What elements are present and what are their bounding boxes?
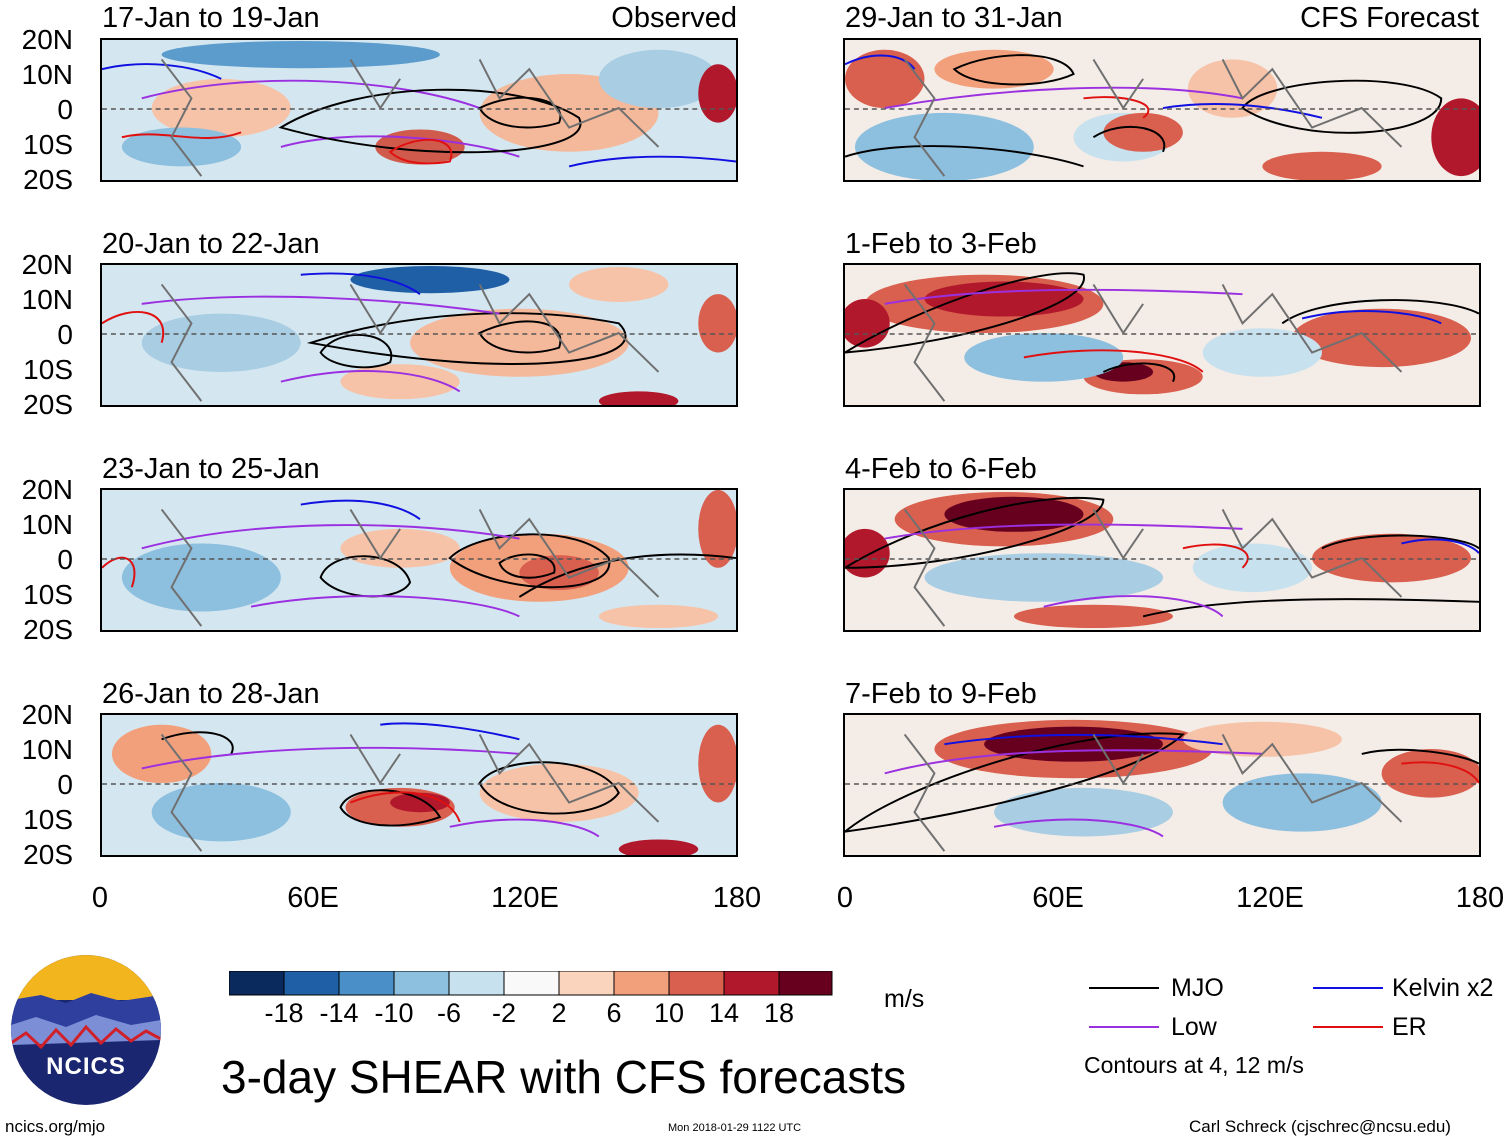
lon-label: 60E [1032, 882, 1084, 914]
lon-label: 120E [491, 882, 559, 914]
map-panel-1 [100, 38, 738, 182]
panel-8-title: 7-Feb to 9-Feb [845, 678, 1037, 710]
colorbar-label: 14 [708, 998, 740, 1028]
lon-label: 0 [836, 882, 854, 914]
colorbar-swatch [393, 971, 450, 996]
colorbar-label: 2 [551, 998, 567, 1028]
lat-label: 20N [21, 474, 73, 505]
panel-5-tag: CFS Forecast [1300, 2, 1479, 34]
lat-label: 20N [21, 249, 73, 280]
colorbar-swatch [448, 971, 505, 996]
colorbar-label: -6 [436, 998, 462, 1028]
colorbar-label: -18 [264, 998, 304, 1028]
lat-label: 20S [23, 839, 73, 870]
panel-5-title: 29-Jan to 31-Jan [845, 2, 1063, 34]
map-panel-8 [843, 713, 1481, 857]
contours-note: Contours at 4, 12 m/s [1084, 1052, 1304, 1078]
lat-label: 20S [23, 614, 73, 645]
legend-line-er [1313, 1026, 1383, 1028]
legend-line-kelvin [1313, 987, 1383, 989]
panel-6-title: 1-Feb to 3-Feb [845, 228, 1037, 260]
panel-1-tag: Observed [611, 2, 737, 34]
colorbar-label: 18 [763, 998, 795, 1028]
colorbar-swatch [778, 971, 833, 996]
legend-label-er: ER [1392, 1013, 1427, 1041]
lon-label: 180 [1455, 882, 1505, 914]
colorbar-swatch [283, 971, 340, 996]
lat-label: 10N [21, 284, 73, 315]
colorbar-label: -2 [491, 998, 517, 1028]
colorbar-swatch [229, 971, 285, 996]
lat-label: 10N [21, 509, 73, 540]
colorbar-label: 10 [653, 998, 685, 1028]
panel-2-title: 20-Jan to 22-Jan [102, 228, 320, 260]
lat-label: 20S [23, 164, 73, 195]
map-panel-5 [843, 38, 1481, 182]
colorbar-swatch [668, 971, 725, 996]
legend-label-mjo: MJO [1171, 974, 1224, 1002]
ncics-logo: NCICS [11, 955, 161, 1105]
lat-label: 0 [57, 319, 73, 350]
colorbar-swatch [723, 971, 780, 996]
colorbar [229, 971, 833, 996]
lat-label: 20S [23, 389, 73, 420]
colorbar-swatch [503, 971, 560, 996]
lon-label: 120E [1236, 882, 1304, 914]
lon-label: 0 [91, 882, 109, 914]
footer-credit: Carl Schreck (cjschrec@ncsu.edu) [1189, 1117, 1451, 1136]
lon-label: 60E [287, 882, 339, 914]
main-title: 3-day SHEAR with CFS forecasts [221, 1051, 907, 1103]
logo-text: NCICS [46, 1053, 126, 1080]
lat-label: 10S [23, 804, 73, 835]
colorbar-label: -10 [374, 998, 414, 1028]
panel-1-title: 17-Jan to 19-Jan [102, 2, 320, 34]
lat-label: 10N [21, 59, 73, 90]
lat-label: 10S [23, 129, 73, 160]
panel-3-title: 23-Jan to 25-Jan [102, 453, 320, 485]
legend-label-low: Low [1171, 1013, 1217, 1041]
map-panel-2 [100, 263, 738, 407]
lon-label: 180 [712, 882, 762, 914]
colorbar-label: -14 [319, 998, 359, 1028]
lat-label: 20N [21, 699, 73, 730]
colorbar-swatch [613, 971, 670, 996]
lat-label: 0 [57, 544, 73, 575]
lat-label: 20N [21, 24, 73, 55]
panel-7-title: 4-Feb to 6-Feb [845, 453, 1037, 485]
colorbar-units: m/s [884, 985, 925, 1013]
panel-4-title: 26-Jan to 28-Jan [102, 678, 320, 710]
lat-label: 0 [57, 769, 73, 800]
lat-label: 10S [23, 579, 73, 610]
lat-label: 0 [57, 94, 73, 125]
legend-line-low [1089, 1026, 1159, 1028]
colorbar-swatch [558, 971, 615, 996]
footer-timestamp: Mon 2018-01-29 1122 UTC [668, 1122, 802, 1134]
map-panel-3 [100, 488, 738, 632]
map-panel-6 [843, 263, 1481, 407]
legend-line-mjo [1089, 987, 1159, 989]
map-panel-4 [100, 713, 738, 857]
legend-label-kelvin: Kelvin x2 [1392, 974, 1494, 1002]
lat-label: 10N [21, 734, 73, 765]
map-panel-7 [843, 488, 1481, 632]
colorbar-label: 6 [606, 998, 622, 1028]
lat-label: 10S [23, 354, 73, 385]
footer-url[interactable]: ncics.org/mjo [5, 1117, 106, 1136]
colorbar-swatch [338, 971, 395, 996]
